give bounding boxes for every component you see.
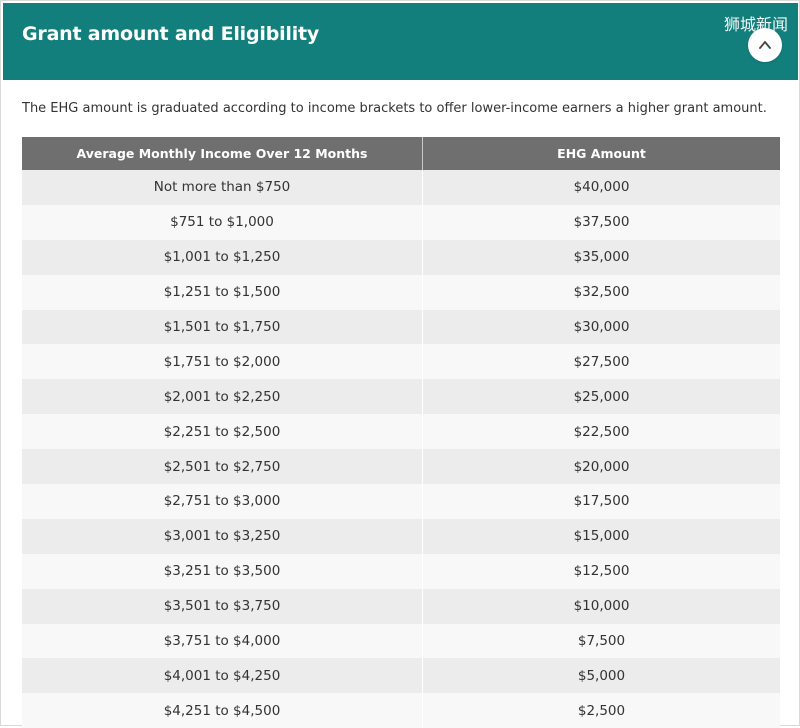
amount-cell: $12,500 [422,553,780,589]
income-cell: $2,001 to $2,250 [22,379,423,415]
income-cell: Not more than $750 [22,170,423,205]
amount-cell: $30,000 [422,309,780,345]
income-cell: $2,501 to $2,750 [22,449,423,485]
table-row: $2,001 to $2,250 $25,000 [22,379,780,415]
amount-cell: $37,500 [422,204,780,240]
income-cell: $1,501 to $1,750 [22,309,423,345]
income-cell: $3,251 to $3,500 [22,553,423,589]
income-cell: $1,751 to $2,000 [22,344,423,380]
intro-paragraph: The EHG amount is graduated according to… [22,101,767,116]
income-cell: $1,251 to $1,500 [22,274,423,310]
income-cell: $751 to $1,000 [22,204,423,240]
table-row: $1,751 to $2,000 $27,500 [22,344,780,380]
amount-cell: $22,500 [422,414,780,450]
amount-cell: $15,000 [422,518,780,554]
amount-cell: $2,500 [422,693,780,728]
amount-cell: $27,500 [422,344,780,380]
amount-cell: $20,000 [422,449,780,485]
table-row: $1,501 to $1,750 $30,000 [22,309,780,345]
amount-cell: $35,000 [422,239,780,275]
column-header-amount: EHG Amount [422,137,780,170]
income-cell: $3,001 to $3,250 [22,518,423,554]
table-row: $3,001 to $3,250 $15,000 [22,518,780,554]
amount-cell: $32,500 [422,274,780,310]
collapse-button[interactable] [748,28,782,62]
table-row: $3,501 to $3,750 $10,000 [22,588,780,624]
amount-cell: $5,000 [422,658,780,694]
amount-cell: $40,000 [422,170,780,205]
table-row: $1,001 to $1,250 $35,000 [22,239,780,275]
column-header-income: Average Monthly Income Over 12 Months [22,137,423,170]
table-row: $2,501 to $2,750 $20,000 [22,449,780,485]
table-row: $4,251 to $4,500 $2,500 [22,693,780,728]
table-row: $2,751 to $3,000 $17,500 [22,484,780,519]
income-cell: $3,751 to $4,000 [22,623,423,659]
grant-table: Average Monthly Income Over 12 Months EH… [22,137,780,728]
table-row: $751 to $1,000 $37,500 [22,204,780,240]
income-cell: $2,251 to $2,500 [22,414,423,450]
accordion-header[interactable]: Grant amount and Eligibility 狮城新闻 [3,3,798,80]
table-row: $3,251 to $3,500 $12,500 [22,553,780,589]
income-cell: $1,001 to $1,250 [22,239,423,275]
income-cell: $4,251 to $4,500 [22,693,423,728]
amount-cell: $17,500 [422,484,780,519]
income-cell: $4,001 to $4,250 [22,658,423,694]
section-title: Grant amount and Eligibility [22,23,320,45]
table-header-row: Average Monthly Income Over 12 Months EH… [22,137,780,170]
chevron-up-icon [759,41,771,49]
amount-cell: $25,000 [422,379,780,415]
amount-cell: $7,500 [422,623,780,659]
table-row: Not more than $750 $40,000 [22,170,780,205]
table-row: $4,001 to $4,250 $5,000 [22,658,780,694]
income-cell: $2,751 to $3,000 [22,484,423,519]
amount-cell: $10,000 [422,588,780,624]
income-cell: $3,501 to $3,750 [22,588,423,624]
table-row: $3,751 to $4,000 $7,500 [22,623,780,659]
table-row: $2,251 to $2,500 $22,500 [22,414,780,450]
table-row: $1,251 to $1,500 $32,500 [22,274,780,310]
